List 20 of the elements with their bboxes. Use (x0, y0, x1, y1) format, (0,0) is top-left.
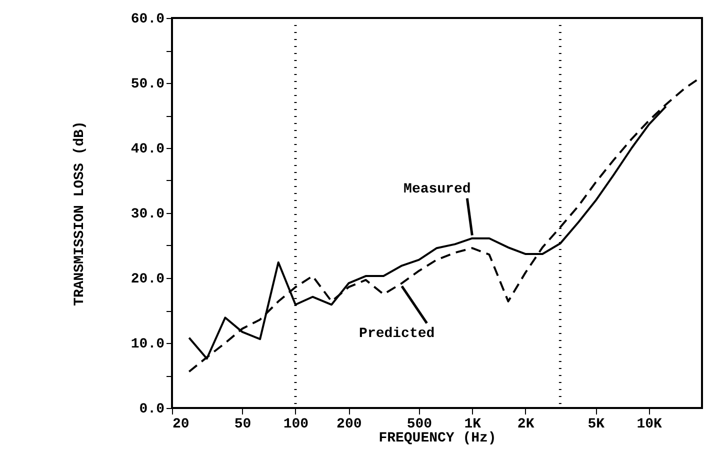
x-tick-label: 50 (234, 416, 252, 432)
y-tick-label: 0.0 (139, 402, 164, 418)
x-tick-label: 500 (406, 416, 432, 432)
y-tick-label: 40.0 (130, 142, 164, 158)
x-tick-label: 10K (636, 416, 663, 432)
x-tick-label: 200 (336, 416, 362, 432)
x-tick-label: 20 (172, 416, 190, 432)
y-tick-label: 10.0 (130, 336, 164, 352)
x-axis-title: FREQUENCY (Hz) (378, 430, 496, 446)
x-tick-label: 5K (588, 416, 606, 432)
y-tick-label: 20.0 (130, 272, 164, 288)
y-tick-label: 60.0 (130, 12, 164, 28)
x-tick-label: 100 (283, 416, 309, 432)
y-tick-label: 30.0 (130, 206, 164, 222)
y-tick-label: 50.0 (130, 76, 164, 92)
y-axis-title: TRANSMISSION LOSS (dB) (72, 121, 88, 306)
annotation: Predicted (359, 326, 435, 342)
annotation: Measured (404, 181, 471, 198)
x-tick-label: 2K (517, 416, 535, 432)
x-tick-label: 1K (464, 416, 482, 432)
